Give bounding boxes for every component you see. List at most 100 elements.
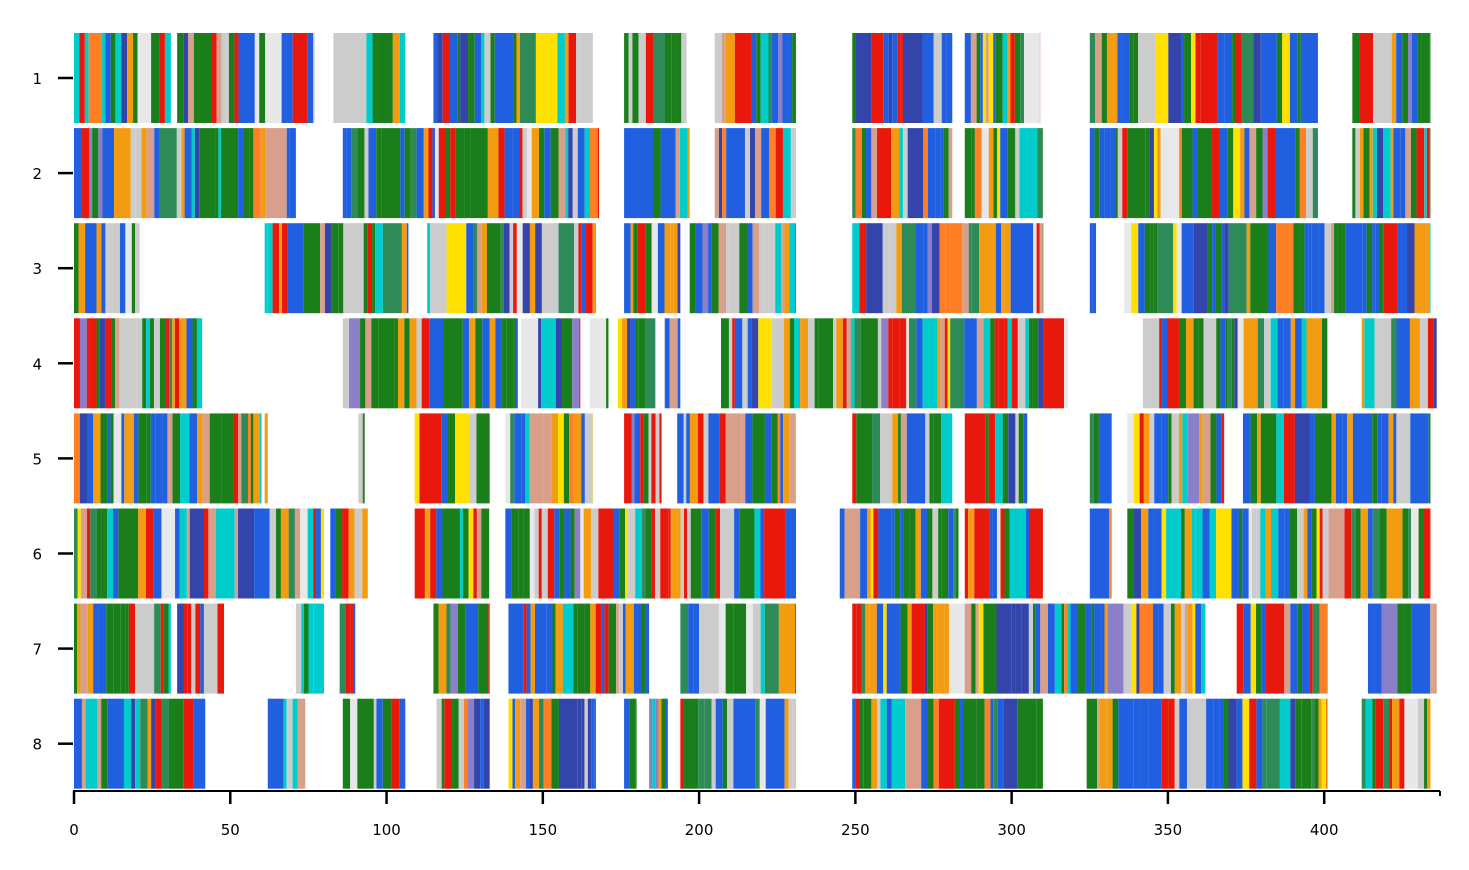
stripe: [1018, 413, 1024, 504]
stripe: [253, 413, 261, 504]
stripe: [861, 128, 866, 219]
stripe: [1280, 128, 1296, 219]
stripe: [1002, 33, 1008, 123]
stripe: [905, 698, 922, 789]
stripe: [669, 318, 678, 409]
stripe: [512, 698, 516, 789]
stripe: [532, 698, 539, 789]
stripe: [1238, 508, 1243, 599]
stripe: [159, 318, 167, 409]
stripe: [286, 128, 290, 219]
stripe: [474, 698, 481, 789]
stripe: [442, 508, 460, 599]
stripe: [168, 698, 184, 789]
stripe: [689, 413, 698, 504]
stripe: [721, 33, 726, 123]
stripe: [260, 128, 266, 219]
y-tick-label: 7: [32, 641, 42, 659]
stripe: [1290, 698, 1296, 789]
stripe: [1243, 603, 1251, 694]
stripe: [546, 603, 553, 694]
stripe: [1342, 413, 1348, 504]
stripe: [1025, 318, 1029, 409]
stripe: [77, 603, 81, 694]
stripe: [1261, 603, 1266, 694]
stripe: [1028, 603, 1034, 694]
stripe: [74, 33, 80, 123]
stripe: [226, 413, 234, 504]
stripe: [1360, 508, 1368, 599]
stripe: [1216, 508, 1232, 599]
stripe: [486, 223, 501, 314]
stripe: [441, 698, 445, 789]
stripe: [778, 33, 783, 123]
stripe: [1145, 128, 1150, 219]
stripe: [1042, 128, 1043, 219]
stripe: [590, 508, 599, 599]
stripe: [1404, 698, 1418, 789]
stripe: [589, 128, 598, 219]
stripe: [1256, 508, 1261, 599]
stripe: [177, 603, 184, 694]
stripe: [880, 698, 887, 789]
stripe: [146, 318, 150, 409]
stripe: [671, 33, 677, 123]
stripe: [136, 318, 143, 409]
stripe: [595, 223, 596, 314]
stripe: [1231, 318, 1235, 409]
stripe: [433, 33, 438, 123]
stripe: [476, 413, 490, 504]
stripe: [589, 318, 607, 409]
stripe: [687, 508, 691, 599]
stripe: [279, 223, 283, 314]
stripe: [727, 698, 734, 789]
stripe: [135, 223, 140, 314]
stripe: [891, 508, 895, 599]
stripe: [978, 603, 984, 694]
stripe: [722, 128, 727, 219]
stripe: [212, 33, 217, 123]
stripe: [354, 508, 363, 599]
stripe: [534, 508, 539, 599]
stripe: [839, 508, 845, 599]
x-tick-label: 50: [221, 821, 240, 839]
stripe: [446, 603, 451, 694]
stripe: [460, 33, 469, 123]
stripe: [640, 413, 644, 504]
stripe: [80, 508, 88, 599]
stripe: [940, 318, 945, 409]
stripe: [89, 128, 93, 219]
stripe: [522, 223, 530, 314]
stripe: [179, 318, 187, 409]
stripe: [297, 698, 306, 789]
stripe: [469, 413, 477, 504]
stripe: [445, 128, 451, 219]
stripe: [105, 223, 113, 314]
stripe: [522, 128, 527, 219]
stripe: [1367, 508, 1373, 599]
stripe: [1037, 128, 1043, 219]
stripe: [80, 603, 88, 694]
stripe: [907, 128, 924, 219]
stripe: [922, 318, 938, 409]
stripe: [1300, 33, 1318, 123]
stripe: [300, 508, 308, 599]
stripe: [649, 698, 653, 789]
stripe: [1326, 603, 1328, 694]
stripe: [1109, 508, 1112, 599]
stripe: [1173, 128, 1180, 219]
stripe: [1173, 223, 1177, 314]
stripe: [423, 128, 429, 219]
stripe: [903, 508, 910, 599]
stripe: [1283, 413, 1295, 504]
stripe: [1321, 318, 1328, 409]
stripe: [935, 128, 941, 219]
stripe: [377, 33, 393, 123]
stripe: [734, 33, 752, 123]
stripe: [1139, 413, 1144, 504]
stripe: [558, 223, 575, 314]
stripe: [191, 603, 196, 694]
stripe: [878, 508, 892, 599]
stripe: [1089, 223, 1093, 314]
stripe: [1319, 508, 1323, 599]
